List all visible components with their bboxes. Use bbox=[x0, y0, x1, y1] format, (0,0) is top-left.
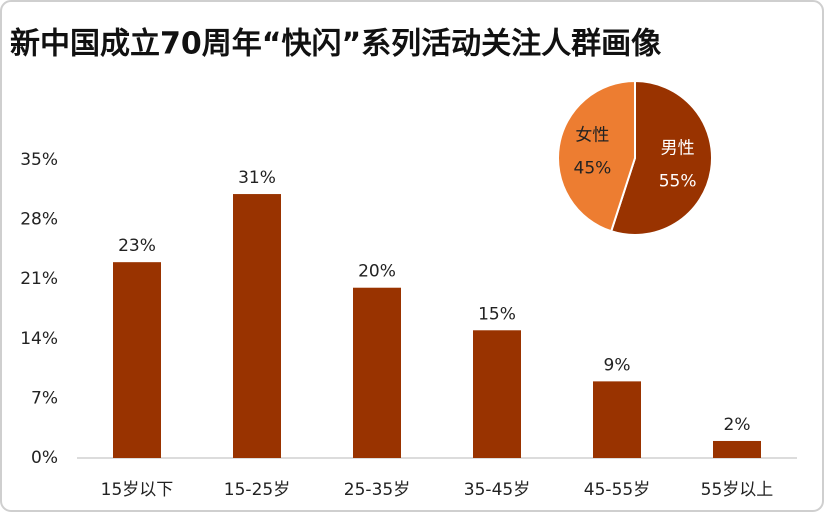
data-label: 15% bbox=[478, 304, 516, 324]
data-label: 2% bbox=[724, 415, 751, 435]
pie-label: 女性 bbox=[575, 125, 609, 145]
bar bbox=[113, 262, 161, 458]
y-tick-label: 21% bbox=[20, 269, 58, 289]
pie-slice bbox=[609, 79, 713, 236]
x-tick-label: 15岁以下 bbox=[101, 480, 174, 500]
bar bbox=[233, 194, 281, 459]
x-tick-label: 15-25岁 bbox=[224, 480, 290, 500]
pie-value-label: 45% bbox=[574, 158, 612, 178]
data-label: 20% bbox=[358, 262, 396, 282]
x-tick-label: 55岁以上 bbox=[701, 480, 774, 500]
y-tick-label: 0% bbox=[31, 448, 58, 468]
bar bbox=[473, 330, 521, 458]
chart-title: 新中国成立70周年“快闪”系列活动关注人群画像 bbox=[10, 27, 661, 62]
y-tick-label: 35% bbox=[20, 150, 58, 170]
y-tick-label: 7% bbox=[31, 388, 58, 408]
bar bbox=[353, 287, 401, 458]
x-tick-label: 25-35岁 bbox=[344, 480, 410, 500]
y-tick-label: 14% bbox=[20, 329, 58, 349]
pie-value-label: 55% bbox=[659, 172, 697, 192]
pie-slice bbox=[557, 79, 636, 233]
pie-label: 男性 bbox=[661, 139, 695, 159]
data-label: 31% bbox=[238, 168, 276, 188]
data-label: 23% bbox=[118, 236, 156, 256]
y-tick-label: 28% bbox=[20, 210, 58, 230]
bar bbox=[593, 381, 641, 458]
x-tick-label: 45-55岁 bbox=[584, 480, 650, 500]
x-tick-label: 35-45岁 bbox=[464, 480, 530, 500]
data-label: 9% bbox=[604, 355, 631, 375]
bar bbox=[713, 440, 761, 458]
